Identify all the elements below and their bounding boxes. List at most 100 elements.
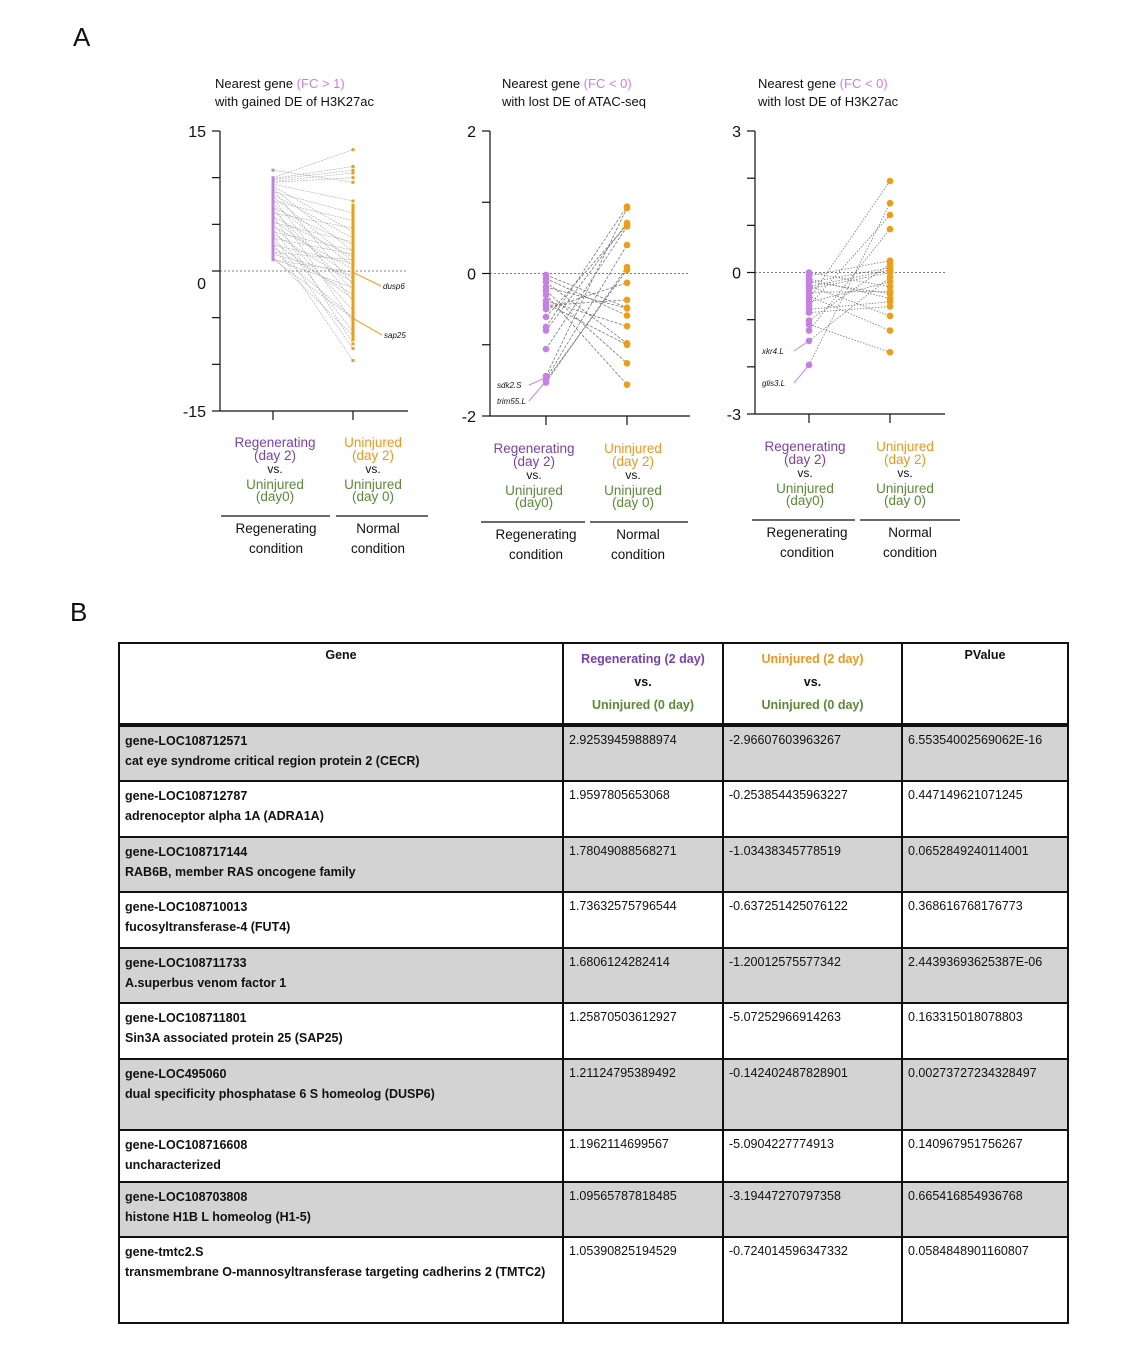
gene-description: uncharacterized bbox=[125, 1158, 221, 1172]
pair-line bbox=[272, 259, 354, 273]
regenerating-point bbox=[271, 180, 275, 184]
y-tick-label: 0 bbox=[197, 276, 206, 293]
gene-annotation-label: sap25 bbox=[384, 331, 406, 340]
normal-point bbox=[886, 225, 894, 233]
pair-line bbox=[272, 194, 354, 239]
panel-label-b: B bbox=[70, 597, 88, 627]
normal-point bbox=[351, 308, 355, 312]
pair-line bbox=[808, 281, 891, 303]
pair-line bbox=[808, 301, 891, 310]
gene-id: gene-LOC108717144 bbox=[125, 845, 248, 859]
title-highlight: (FC > 1) bbox=[297, 76, 345, 91]
pair-line bbox=[545, 269, 628, 381]
pair-line bbox=[272, 224, 354, 311]
gene-description: dual specificity phosphatase 6 S homeolo… bbox=[125, 1087, 435, 1101]
normal-point bbox=[351, 230, 355, 234]
regenerating-point bbox=[805, 283, 813, 290]
normal-point bbox=[351, 226, 355, 230]
regenerating-point bbox=[805, 292, 813, 300]
normal-point bbox=[623, 359, 631, 367]
normal-point bbox=[623, 296, 631, 304]
table-row: gene-LOC495060 dual specificity phosphata… bbox=[118, 1058, 1069, 1131]
normal-point bbox=[886, 199, 894, 207]
group-label-top-day: (day 2) bbox=[352, 448, 394, 463]
table-header-row: Gene Regenerating (2 day) vs. Uninjured … bbox=[118, 642, 1069, 727]
regenerating-fc-cell: 1.09565787818485 bbox=[562, 1181, 724, 1238]
table-row: gene-tmtc2.S transmembrane O-mannosyltran… bbox=[118, 1236, 1069, 1324]
pvalue-cell: 6.55354002569062E-16 bbox=[901, 724, 1069, 782]
gene-description: adrenoceptor alpha 1A (ADRA1A) bbox=[125, 809, 324, 823]
group-label-top: Uninjured bbox=[604, 441, 662, 456]
gene-cell: gene-LOC108711801 Sin3A associated protei… bbox=[118, 1002, 564, 1060]
normal-point bbox=[351, 260, 355, 264]
regenerating-fc-cell: 1.21124795389492 bbox=[562, 1058, 724, 1131]
pair-line bbox=[272, 203, 354, 267]
gene-description: fucosyltransferase-4 (FUT4) bbox=[125, 920, 291, 934]
y-tick-label: 15 bbox=[188, 124, 206, 141]
normal-point bbox=[351, 333, 355, 337]
y-tick-label: 0 bbox=[467, 267, 476, 284]
pair-line bbox=[808, 263, 891, 321]
chart-title: Nearest gene (FC < 0) bbox=[758, 76, 888, 91]
pair-line bbox=[272, 228, 354, 332]
regenerating-point bbox=[271, 199, 275, 203]
pair-line bbox=[808, 202, 891, 366]
pair-line bbox=[272, 172, 354, 182]
group-label-top: Regenerating bbox=[764, 439, 845, 454]
pair-line bbox=[272, 235, 354, 349]
regenerating-point bbox=[271, 257, 275, 261]
normal-point bbox=[351, 342, 355, 346]
normal-fc-cell: -0.253854435963227 bbox=[722, 780, 903, 838]
header-col3-top: Uninjured (2 day) bbox=[761, 652, 864, 666]
normal-fc-cell: -5.07252966914263 bbox=[722, 1002, 903, 1060]
title-prefix: Nearest gene bbox=[502, 76, 584, 91]
pair-line bbox=[272, 166, 354, 179]
pair-line bbox=[272, 196, 354, 262]
condition-label-line2: condition bbox=[611, 547, 665, 562]
normal-point bbox=[886, 278, 894, 286]
regenerating-point bbox=[271, 220, 275, 224]
group-label-bottom: Uninjured bbox=[344, 477, 402, 492]
normal-point bbox=[886, 290, 894, 298]
pair-line bbox=[808, 214, 891, 306]
normal-point bbox=[351, 255, 355, 259]
pair-line bbox=[808, 228, 891, 331]
normal-point bbox=[886, 211, 894, 219]
regenerating-fc-cell: 2.92539459888974 bbox=[562, 724, 724, 782]
group-label-top-day: (day 2) bbox=[784, 452, 826, 467]
normal-point bbox=[886, 273, 894, 281]
group-label-vs: vs. bbox=[526, 468, 541, 482]
gene-annotation-label: glis3.L bbox=[762, 379, 785, 388]
normal-point bbox=[351, 236, 355, 240]
table-row: gene-LOC108712787 adrenoceptor alpha 1A (… bbox=[118, 780, 1069, 838]
regenerating-point bbox=[271, 232, 275, 236]
table-row: gene-LOC108703808 histone H1B L homeolog … bbox=[118, 1181, 1069, 1238]
gene-id: gene-LOC108712787 bbox=[125, 789, 248, 803]
regenerating-point bbox=[271, 252, 275, 256]
panel-a-charts: Nearest gene (FC > 1) with gained DE of H… bbox=[183, 76, 960, 562]
pair-line bbox=[272, 252, 354, 261]
regenerating-point bbox=[271, 224, 275, 228]
annotation-leader-line bbox=[793, 364, 810, 384]
normal-point bbox=[351, 299, 355, 303]
pvalue-cell: 0.163315018078803 bbox=[901, 1002, 1069, 1060]
pair-line bbox=[545, 286, 628, 309]
pair-line bbox=[272, 205, 354, 323]
regenerating-point bbox=[542, 278, 550, 286]
normal-point bbox=[351, 262, 355, 266]
normal-fc-cell: -1.20012575577342 bbox=[722, 947, 903, 1004]
pair-line bbox=[272, 177, 354, 183]
normal-point bbox=[351, 180, 355, 184]
regenerating-point bbox=[271, 246, 275, 250]
annotation-leader-line bbox=[352, 271, 382, 287]
normal-point bbox=[351, 292, 355, 296]
pair-line bbox=[545, 300, 628, 327]
header-col2-vs: vs. bbox=[634, 675, 652, 689]
table-row: gene-LOC108710013 fucosyltransferase-4 (F… bbox=[118, 891, 1069, 949]
gene-cell: gene-LOC495060 dual specificity phosphata… bbox=[118, 1058, 564, 1131]
pair-line bbox=[272, 191, 354, 214]
chart-title: Nearest gene (FC < 0) bbox=[502, 76, 632, 91]
condition-label: Normal bbox=[888, 525, 932, 540]
normal-point bbox=[351, 283, 355, 287]
gene-description: transmembrane O-mannosyltransferase targ… bbox=[125, 1265, 546, 1279]
